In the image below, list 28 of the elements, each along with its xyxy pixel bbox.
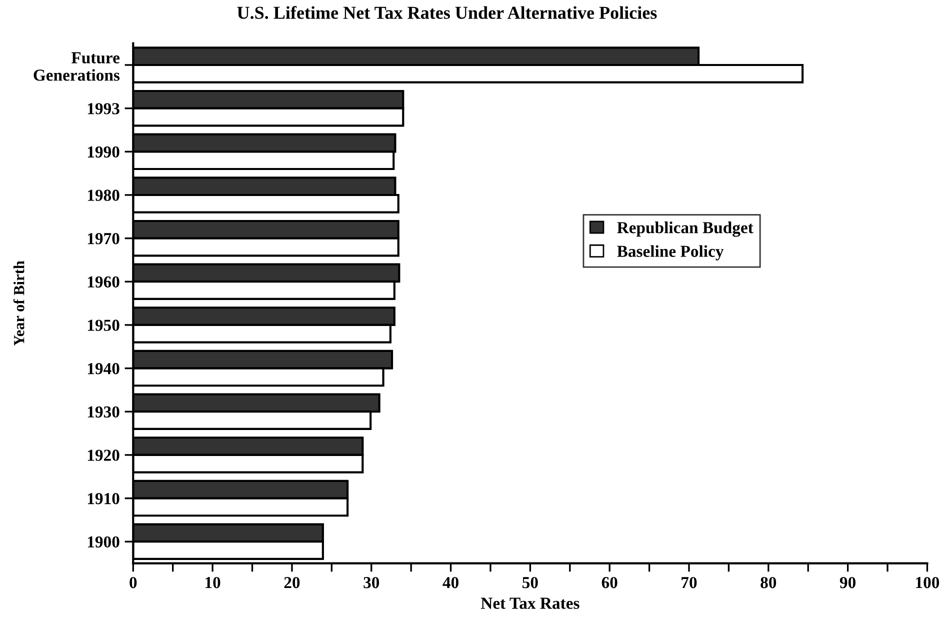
x-tick-label: 40	[442, 576, 458, 588]
y-tick-label: 1900	[88, 536, 120, 548]
y-tick-label: 1920	[88, 450, 120, 461]
x-tick-label: 0	[130, 576, 137, 588]
x-tick-label: 20	[284, 576, 300, 588]
legend-label: Republican Budget	[617, 222, 754, 237]
x-tick-label: 100	[916, 576, 940, 588]
y-tick-label: 1990	[88, 146, 120, 158]
x-tick-label: 10	[206, 576, 220, 588]
x-tick-label: 90	[840, 576, 856, 588]
x-tick-label: 60	[602, 576, 618, 588]
x-tick-label: 30	[364, 576, 380, 588]
x-tick-label: 80	[760, 576, 776, 588]
y-tick-label: 1993	[88, 103, 120, 114]
y-tick-label: 1940	[88, 363, 120, 374]
y-tick-label: 1950	[88, 320, 120, 331]
y-tick-label: 1970	[88, 233, 120, 244]
y-tick-label: Future Generations	[34, 52, 120, 81]
legend-label: Baseline Policy	[617, 245, 724, 260]
y-tick-label: 1910	[88, 492, 120, 504]
y-tick-label: 1930	[88, 406, 120, 418]
y-tick-label: 1960	[88, 276, 120, 288]
x-tick-label: 70	[682, 576, 697, 588]
x-tick-label: 50	[522, 576, 538, 588]
y-tick-label: 1980	[88, 190, 120, 201]
y-axis-title: Year of Birth	[13, 260, 24, 346]
x-axis-title: Net Tax Rates	[480, 598, 580, 609]
chart-title: U.S. Lifetime Net Tax Rates Under Alternative Policies	[237, 6, 657, 19]
